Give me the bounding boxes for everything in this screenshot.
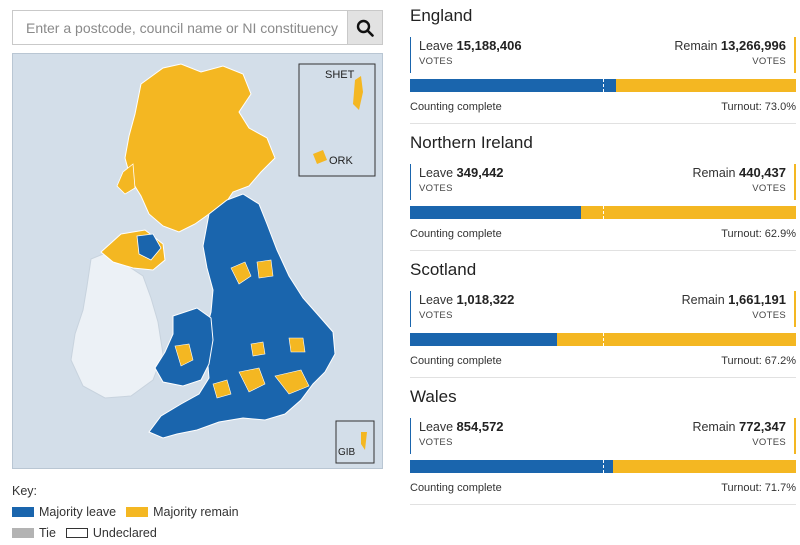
- remain-count: Remain 13,266,996 VOTES: [674, 37, 796, 73]
- shetland-shape: [353, 76, 363, 110]
- result-bar: [410, 460, 796, 473]
- leave-bar-fill: [410, 460, 613, 473]
- uk-map-graphic: [70, 63, 376, 464]
- inset-label-gibraltar: GIB: [338, 447, 356, 458]
- undeclared-label: Undeclared: [92, 526, 157, 540]
- vote-counts: Leave 349,442 VOTES Remain 440,437 VOTES: [410, 164, 796, 200]
- remain-label: Remain: [692, 166, 736, 180]
- remain-label: Remain: [692, 420, 736, 434]
- ireland-shape: [70, 249, 164, 399]
- remain-label: Remain: [674, 39, 718, 53]
- tie-swatch: [12, 528, 34, 538]
- status-row: Counting complete Turnout: 67.2%: [410, 352, 796, 370]
- inset-label-orkney: ORK: [329, 155, 353, 167]
- search-input[interactable]: [13, 11, 349, 44]
- remain-count: Remain 1,661,191 VOTES: [682, 291, 796, 327]
- region-card-england[interactable]: England Leave 15,188,406 VOTES Remain 13…: [410, 5, 796, 124]
- undeclared-swatch: [65, 528, 88, 538]
- result-bar: [410, 79, 796, 92]
- majority-leave-swatch: [12, 507, 34, 517]
- majority-line: [603, 79, 604, 92]
- remain-votes: 13,266,996: [720, 38, 786, 53]
- votes-caption: VOTES: [419, 437, 453, 448]
- region-title: Scotland: [410, 260, 477, 279]
- leave-label: Leave: [419, 39, 454, 53]
- count-status: Counting complete: [410, 482, 502, 494]
- remain-votes: 772,347: [739, 419, 786, 434]
- majority-remain-swatch: [126, 507, 149, 517]
- remain-count: Remain 440,437 VOTES: [692, 164, 796, 200]
- turnout: Turnout: 73.0%: [721, 101, 796, 113]
- count-status: Counting complete: [410, 355, 502, 367]
- leave-votes: 854,572: [456, 419, 504, 434]
- region-card-scotland[interactable]: Scotland Leave 1,018,322 VOTES Remain 1,…: [410, 259, 796, 378]
- vote-counts: Leave 15,188,406 VOTES Remain 13,266,996…: [410, 37, 796, 73]
- region-card-northern-ireland[interactable]: Northern Ireland Leave 349,442 VOTES Rem…: [410, 132, 796, 251]
- inset-label-shetland: SHET: [325, 69, 355, 81]
- region-title: Northern Ireland: [410, 133, 533, 152]
- divider: [410, 377, 796, 378]
- majority-line: [603, 206, 604, 219]
- status-row: Counting complete Turnout: 62.9%: [410, 225, 796, 243]
- votes-caption: VOTES: [419, 56, 453, 67]
- majority-remain-label: Majority remain: [153, 505, 239, 519]
- vote-counts: Leave 1,018,322 VOTES Remain 1,661,191 V…: [410, 291, 796, 327]
- key-title: Key:: [12, 484, 38, 498]
- tie-label: Tie: [39, 526, 56, 540]
- key-row-primary: Majority leave Majority remain: [12, 503, 249, 521]
- leave-label: Leave: [419, 166, 454, 180]
- status-row: Counting complete Turnout: 71.7%: [410, 479, 796, 497]
- votes-caption: VOTES: [419, 183, 453, 194]
- votes-caption: VOTES: [752, 310, 786, 321]
- status-row: Counting complete Turnout: 73.0%: [410, 98, 796, 116]
- remain-votes: 440,437: [739, 165, 786, 180]
- leave-count: Leave 349,442 VOTES: [410, 164, 504, 200]
- turnout: Turnout: 67.2%: [721, 355, 796, 367]
- majority-leave-label: Majority leave: [39, 505, 117, 519]
- region-card-wales[interactable]: Wales Leave 854,572 VOTES Remain 772,347…: [410, 386, 796, 505]
- leave-votes: 15,188,406: [456, 38, 522, 53]
- votes-caption: VOTES: [752, 56, 786, 67]
- turnout: Turnout: 71.7%: [721, 482, 796, 494]
- count-status: Counting complete: [410, 101, 502, 113]
- remain-votes: 1,661,191: [728, 292, 786, 307]
- key-row-secondary: Tie Undeclared: [12, 524, 249, 542]
- remain-label: Remain: [681, 293, 725, 307]
- leave-bar-fill: [410, 206, 581, 219]
- remain-count: Remain 772,347 VOTES: [692, 418, 796, 454]
- region-title: Wales: [410, 387, 457, 406]
- leave-bar-fill: [410, 333, 557, 346]
- turnout: Turnout: 62.9%: [721, 228, 796, 240]
- search-button[interactable]: [347, 11, 382, 44]
- leave-label: Leave: [419, 293, 454, 307]
- orkney-shape: [313, 150, 327, 164]
- search-box: [12, 10, 383, 45]
- result-bar: [410, 333, 796, 346]
- votes-caption: VOTES: [752, 437, 786, 448]
- leave-votes: 1,018,322: [456, 292, 515, 307]
- leave-label: Leave: [419, 420, 454, 434]
- leave-count: Leave 15,188,406 VOTES: [410, 37, 522, 73]
- divider: [410, 250, 796, 251]
- region-title: England: [410, 6, 473, 25]
- leave-votes: 349,442: [456, 165, 504, 180]
- leave-count: Leave 854,572 VOTES: [410, 418, 504, 454]
- count-status: Counting complete: [410, 228, 502, 240]
- majority-line: [603, 460, 604, 473]
- result-bar: [410, 206, 796, 219]
- divider: [410, 123, 796, 124]
- divider: [410, 504, 796, 505]
- results-map[interactable]: SHET ORK GIB: [12, 53, 383, 469]
- votes-caption: VOTES: [419, 310, 453, 321]
- gibraltar-shape: [361, 432, 367, 450]
- leave-count: Leave 1,018,322 VOTES: [410, 291, 514, 327]
- majority-line: [603, 333, 604, 346]
- search-icon: [356, 19, 374, 37]
- map-key: Key: Majority leave Majority remain Tie …: [12, 484, 249, 545]
- leave-bar-fill: [410, 79, 617, 92]
- vote-counts: Leave 854,572 VOTES Remain 772,347 VOTES: [410, 418, 796, 454]
- votes-caption: VOTES: [752, 183, 786, 194]
